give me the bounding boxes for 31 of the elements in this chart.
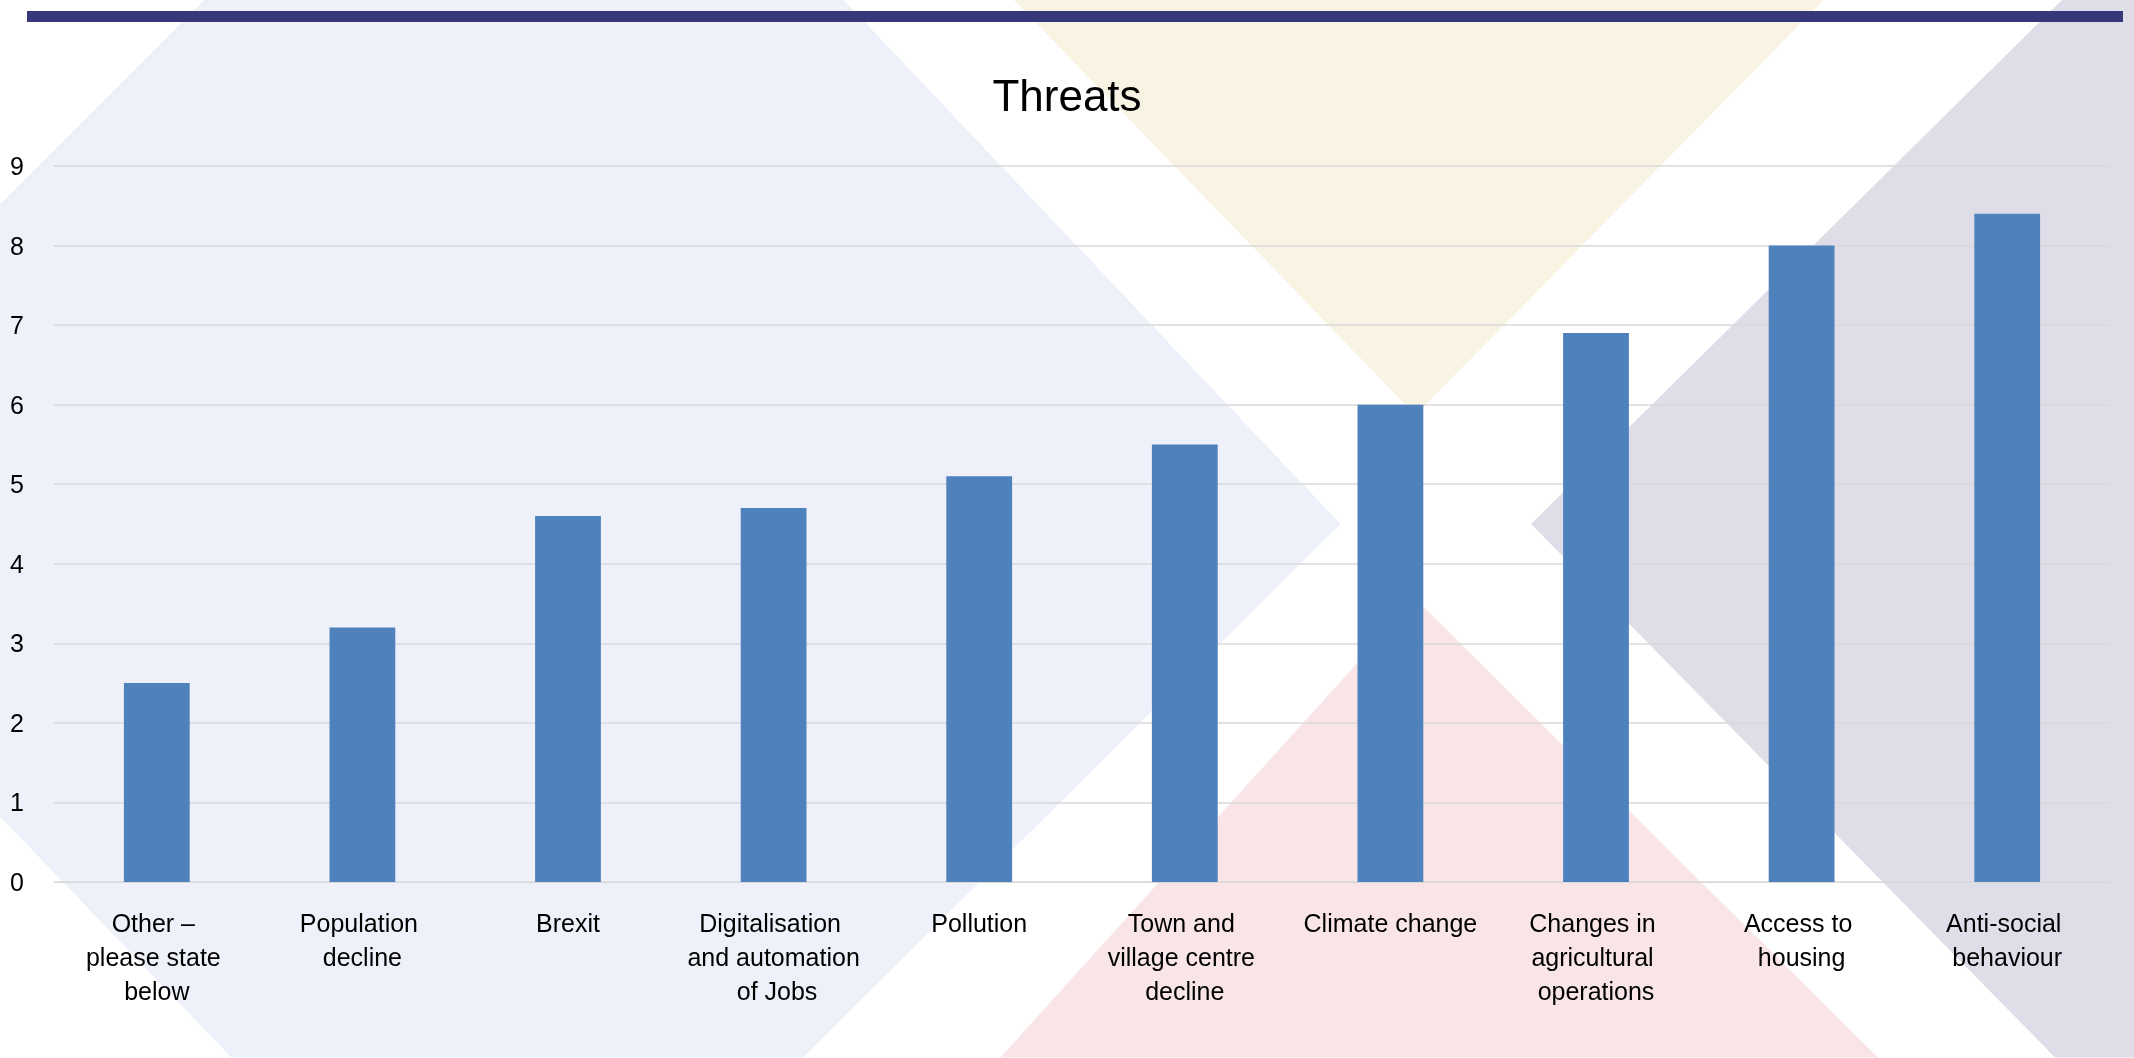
x-tick-label: Pollution xyxy=(931,909,1028,937)
y-tick-label: 5 xyxy=(10,470,24,499)
y-tick-label: 4 xyxy=(10,549,25,578)
x-tick-label: Anti-social behaviour xyxy=(1946,909,2069,971)
x-tick-label: Population decline xyxy=(299,909,425,971)
x-tick-label: Digitalisation and automation of Jobs xyxy=(687,909,860,1005)
x-tick-label: Changes in agricultural operations xyxy=(1529,909,1663,1005)
y-tick-label: 2 xyxy=(10,708,24,737)
x-tick-label: Town and village centre decline xyxy=(1107,909,1262,1005)
bar xyxy=(329,627,396,882)
y-tick-label: 7 xyxy=(10,311,24,340)
y-tick-label: 0 xyxy=(10,868,24,896)
x-tick-label: Brexit xyxy=(536,909,600,937)
bar xyxy=(1563,333,1629,882)
bar xyxy=(1768,245,1835,882)
y-tick-label: 3 xyxy=(10,629,24,658)
bar xyxy=(1974,213,2041,882)
x-tick-label: Access to housing xyxy=(1743,909,1860,971)
bar xyxy=(123,683,190,882)
x-tick-label: Other – please state below xyxy=(85,909,228,1005)
bar xyxy=(1357,404,1424,882)
bar xyxy=(946,476,1013,882)
y-tick-label: 6 xyxy=(10,390,24,419)
y-tick-label: 9 xyxy=(10,152,24,180)
y-tick-label: 8 xyxy=(10,231,24,260)
chart-title: Threats xyxy=(992,70,1142,120)
bar xyxy=(535,516,601,882)
bar xyxy=(1151,444,1218,882)
bar xyxy=(740,508,807,882)
y-tick-label: 1 xyxy=(10,788,24,817)
x-tick-label: Climate change xyxy=(1303,909,1478,937)
